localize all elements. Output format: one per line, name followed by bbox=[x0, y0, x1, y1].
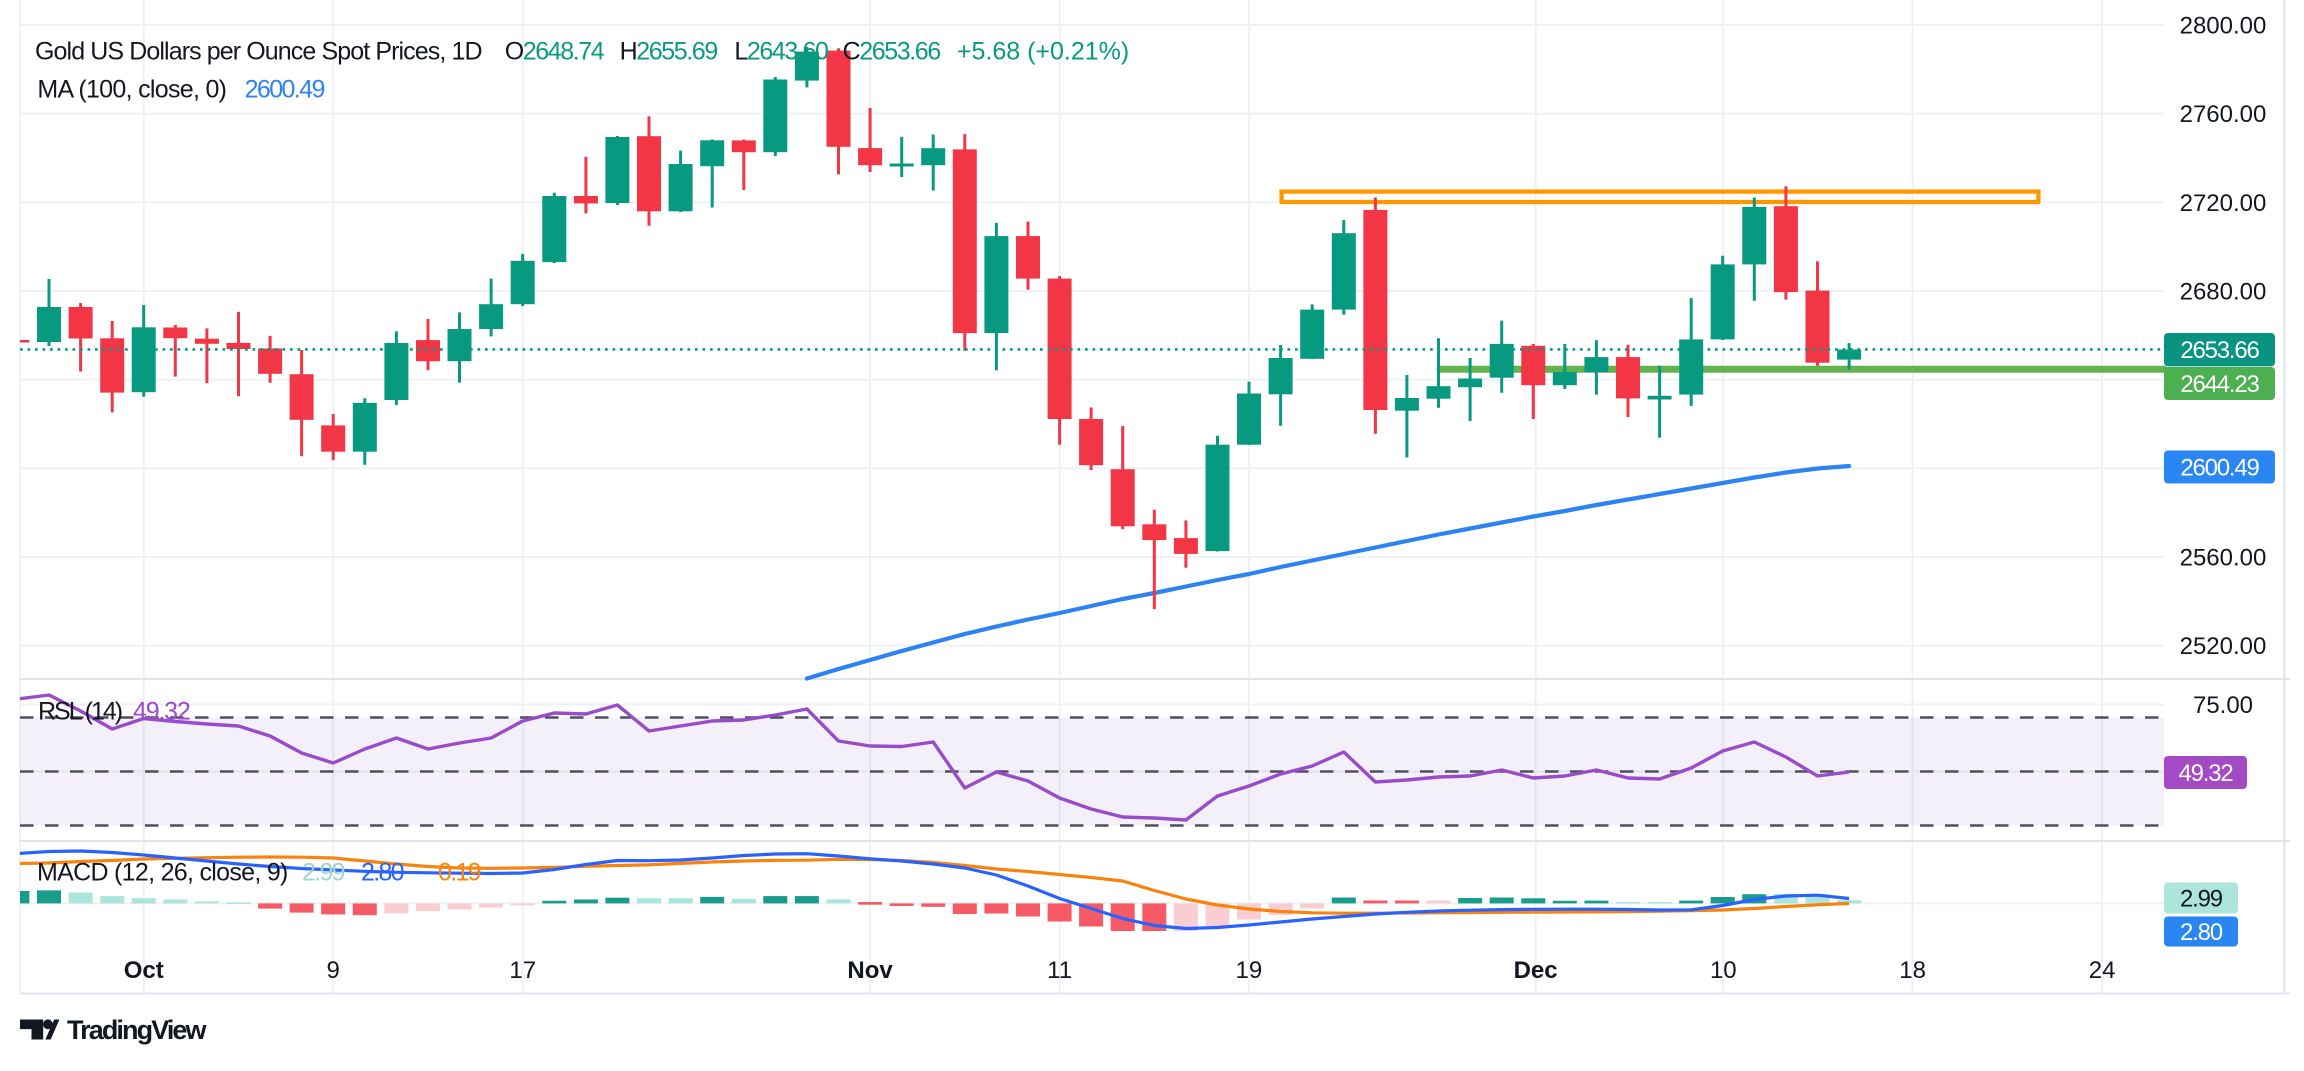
svg-text:19: 19 bbox=[1236, 957, 1263, 984]
svg-text:O2648.74: O2648.74 bbox=[505, 38, 605, 66]
svg-text:9: 9 bbox=[327, 957, 340, 984]
svg-text:2.80: 2.80 bbox=[2180, 919, 2223, 946]
svg-text:2680.00: 2680.00 bbox=[2180, 279, 2267, 306]
svg-text:49.32: 49.32 bbox=[2178, 760, 2233, 787]
svg-text:2800.00: 2800.00 bbox=[2180, 13, 2267, 40]
svg-text:2653.66: 2653.66 bbox=[2180, 337, 2259, 364]
svg-text:Dec: Dec bbox=[1514, 957, 1558, 984]
svg-text:2520.00: 2520.00 bbox=[2180, 633, 2267, 660]
svg-text:Gold US Dollars per Ounce Spot: Gold US Dollars per Ounce Spot Prices, 1… bbox=[35, 38, 482, 66]
svg-text:49.32: 49.32 bbox=[133, 698, 190, 726]
svg-text:17: 17 bbox=[509, 957, 536, 984]
svg-text:L2643.60: L2643.60 bbox=[734, 38, 828, 66]
svg-text:H2655.69: H2655.69 bbox=[620, 38, 718, 66]
svg-text:2644.23: 2644.23 bbox=[2180, 371, 2259, 398]
svg-text:2.80: 2.80 bbox=[361, 858, 404, 886]
svg-text:24: 24 bbox=[2089, 957, 2116, 984]
svg-text:2600.49: 2600.49 bbox=[2180, 455, 2259, 482]
svg-text:C2653.66: C2653.66 bbox=[843, 38, 941, 66]
svg-text:2600.49: 2600.49 bbox=[245, 76, 325, 104]
svg-text:MACD (12, 26, close, 9): MACD (12, 26, close, 9) bbox=[37, 858, 288, 886]
svg-text:11: 11 bbox=[1047, 957, 1072, 984]
svg-text:2720.00: 2720.00 bbox=[2180, 190, 2267, 217]
svg-text:Nov: Nov bbox=[847, 957, 893, 984]
svg-text:MA (100, close, 0): MA (100, close, 0) bbox=[37, 76, 226, 104]
svg-text:75.00: 75.00 bbox=[2193, 692, 2253, 719]
svg-text:TradingView: TradingView bbox=[67, 1015, 208, 1045]
svg-text:RSL (14): RSL (14) bbox=[38, 698, 122, 726]
svg-text:+5.68 (+0.21%): +5.68 (+0.21%) bbox=[957, 38, 1129, 66]
svg-text:18: 18 bbox=[1899, 957, 1926, 984]
svg-text:2.99: 2.99 bbox=[2180, 886, 2223, 913]
svg-text:2.99: 2.99 bbox=[302, 858, 345, 886]
svg-text:Oct: Oct bbox=[124, 957, 164, 984]
svg-text:2760.00: 2760.00 bbox=[2180, 101, 2267, 128]
svg-text:10: 10 bbox=[1710, 957, 1737, 984]
svg-text:0.19: 0.19 bbox=[438, 858, 481, 886]
svg-text:2560.00: 2560.00 bbox=[2180, 545, 2267, 572]
